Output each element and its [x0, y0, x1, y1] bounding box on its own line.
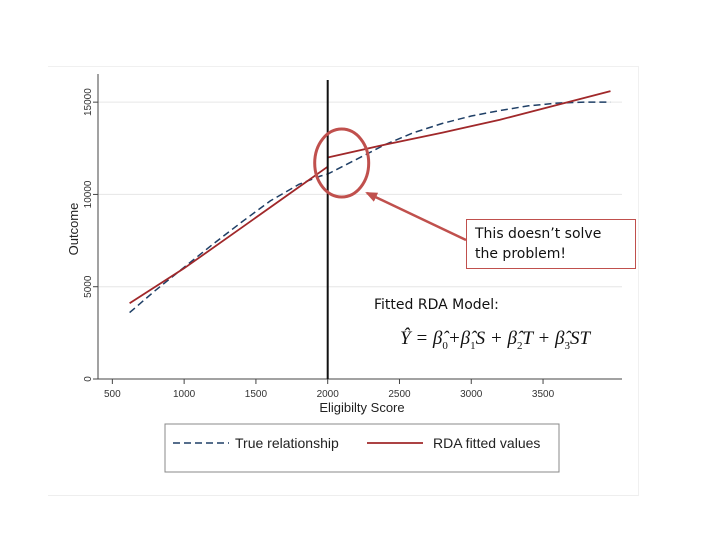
series-line-rda-fitted: [327, 90, 611, 159]
x-tick-label: 2000: [317, 389, 340, 400]
highlight-ellipse: [313, 127, 371, 199]
callout-box: This doesn’t solve the problem!: [466, 219, 636, 269]
x-tick-label: 1500: [245, 389, 268, 400]
legend-label-rda-fitted: RDA fitted values: [433, 435, 540, 451]
annotations: [313, 80, 467, 379]
x-tick-label: 3500: [532, 389, 555, 400]
x-tick-label: 2500: [388, 389, 411, 400]
axes: 0 5000 10000 15000 500 1000 1500 2000 2500 3000 35…: [66, 74, 622, 415]
legend-box: [164, 423, 560, 473]
x-tick-label: 500: [104, 389, 121, 400]
figure-frame: [48, 66, 639, 496]
y-tick-label: 5000: [83, 275, 94, 298]
legend: True relationship RDA fitted values: [164, 423, 560, 473]
legend-label-true-relationship: True relationship: [235, 435, 339, 451]
callout-arrow: [365, 191, 467, 242]
model-equation: Ŷ = β̂0+β̂1S + β̂2T + β̂3ST: [400, 328, 591, 352]
series-layer: [129, 90, 611, 314]
y-tick-label: 10000: [83, 180, 94, 208]
y-axis-title: Outcome: [66, 203, 81, 256]
y-tick-label: 15000: [83, 88, 94, 116]
y-tick-label: 0: [83, 376, 94, 382]
x-tick-label: 1000: [173, 389, 196, 400]
series-line-true-relationship: [129, 101, 611, 314]
model-label: Fitted RDA Model:: [374, 297, 499, 313]
x-axis-title: Eligibilty Score: [319, 400, 404, 415]
grid: [98, 101, 622, 288]
x-tick-label: 3000: [460, 389, 483, 400]
series-line-rda-fitted: [129, 165, 329, 305]
